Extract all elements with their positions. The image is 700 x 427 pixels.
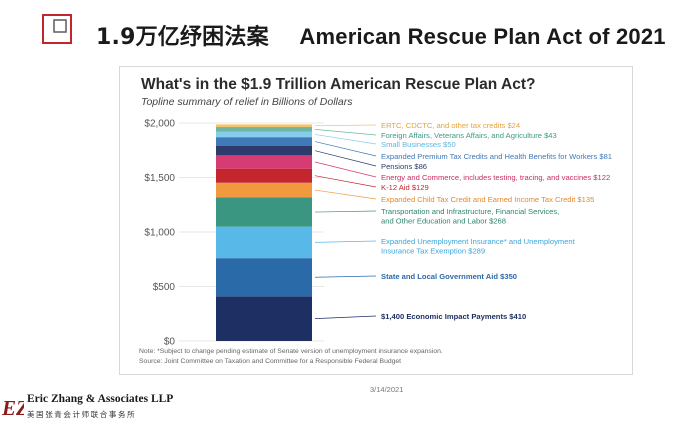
firm-name-cn: 美国张青会计师联合事务所 (27, 410, 137, 419)
leader-line (314, 124, 377, 127)
segment-label: Insurance Tax Exemption $289 (381, 247, 485, 256)
segment-label: Pensions $86 (381, 162, 427, 171)
leader-line (314, 275, 377, 278)
firm-logo-letters: EZ (2, 396, 24, 420)
y-tick-label: $0 (164, 337, 176, 348)
bar-segment (216, 258, 312, 297)
chart-subtitle: Topline summary of relief in Billions of… (141, 96, 353, 108)
leader-line (314, 150, 377, 167)
stacked-bar-chart: $0 $500 $1,000 $1,500 $2,000 $1,400 Economic… (144, 119, 612, 348)
y-tick-label: $2,000 (144, 119, 175, 130)
segment-label: Foreign Affairs, Veterans Affairs, and A… (381, 131, 557, 140)
chart-source: Source: Joint Committee on Taxation and … (139, 357, 402, 365)
slide-title-en: American Rescue Plan Act of 2021 (299, 24, 666, 49)
bar-segment (216, 155, 312, 169)
segment-label: Energy and Commerce, includes testing, t… (381, 173, 610, 182)
leader-line (314, 134, 377, 145)
chart-title: What's in the $1.9 Trillion American Res… (141, 76, 536, 93)
chart-card (119, 66, 633, 375)
leader-line (314, 141, 377, 157)
leader-line (314, 189, 377, 200)
leader-line (314, 240, 377, 243)
leader-line (314, 129, 377, 136)
y-tick-label: $500 (153, 282, 176, 293)
bar-segment (216, 197, 312, 227)
segment-label: and Other Education and Labor $268 (381, 217, 506, 226)
slide-date: 3/14/2021 (370, 385, 404, 394)
leader-line (314, 175, 377, 188)
segment-label: ERTC, CDCTC, and other tax credits $24 (381, 121, 520, 130)
segment-labels: $1,400 Economic Impact Payments $410 Stat… (314, 121, 612, 321)
bar-segment (216, 226, 312, 259)
firm-name: Eric Zhang & Associates LLP (27, 393, 174, 405)
segment-label: Expanded Unemployment Insurance* and Une… (381, 237, 576, 246)
slide-title: 1.9万亿纾困法案 American Rescue Plan Act of 20… (96, 19, 666, 51)
bar-segment (216, 168, 312, 183)
leader-line (314, 315, 377, 320)
y-axis: $0 $500 $1,000 $1,500 $2,000 (144, 119, 175, 348)
y-tick-label: $1,500 (144, 173, 175, 184)
bar-segment (216, 182, 312, 198)
bar-segment (216, 137, 312, 146)
segment-label: Expanded Child Tax Credit and Earned Inc… (381, 195, 594, 204)
bar-segment (216, 127, 312, 132)
bar-segment (216, 131, 312, 138)
y-tick-label: $1,000 (144, 228, 175, 239)
stacked-bar (216, 124, 312, 341)
segment-label: K-12 Aid $129 (381, 183, 429, 192)
segment-label: Expanded Premium Tax Credits and Health … (381, 152, 612, 161)
bar-segment (216, 145, 312, 156)
bar-segment (216, 124, 312, 128)
firm-logo: EZ (2, 396, 24, 420)
slide-corner-logo (42, 14, 72, 44)
bar-segment (216, 296, 312, 341)
segment-label: $1,400 Economic Impact Payments $410 (381, 312, 526, 321)
slide-title-cn: 1.9万亿纾困法案 (96, 25, 269, 50)
segment-label: Small Businesses $50 (381, 140, 456, 149)
chart-note: Note: *Subject to change pending estimat… (139, 348, 443, 355)
leader-line (314, 161, 377, 178)
chart-notes: Note: *Subject to change pending estimat… (139, 347, 443, 366)
segment-label: Transportation and Infrastructure, Finan… (381, 207, 559, 216)
leader-line (314, 210, 377, 213)
segment-label: State and Local Government Aid $350 (381, 272, 517, 281)
